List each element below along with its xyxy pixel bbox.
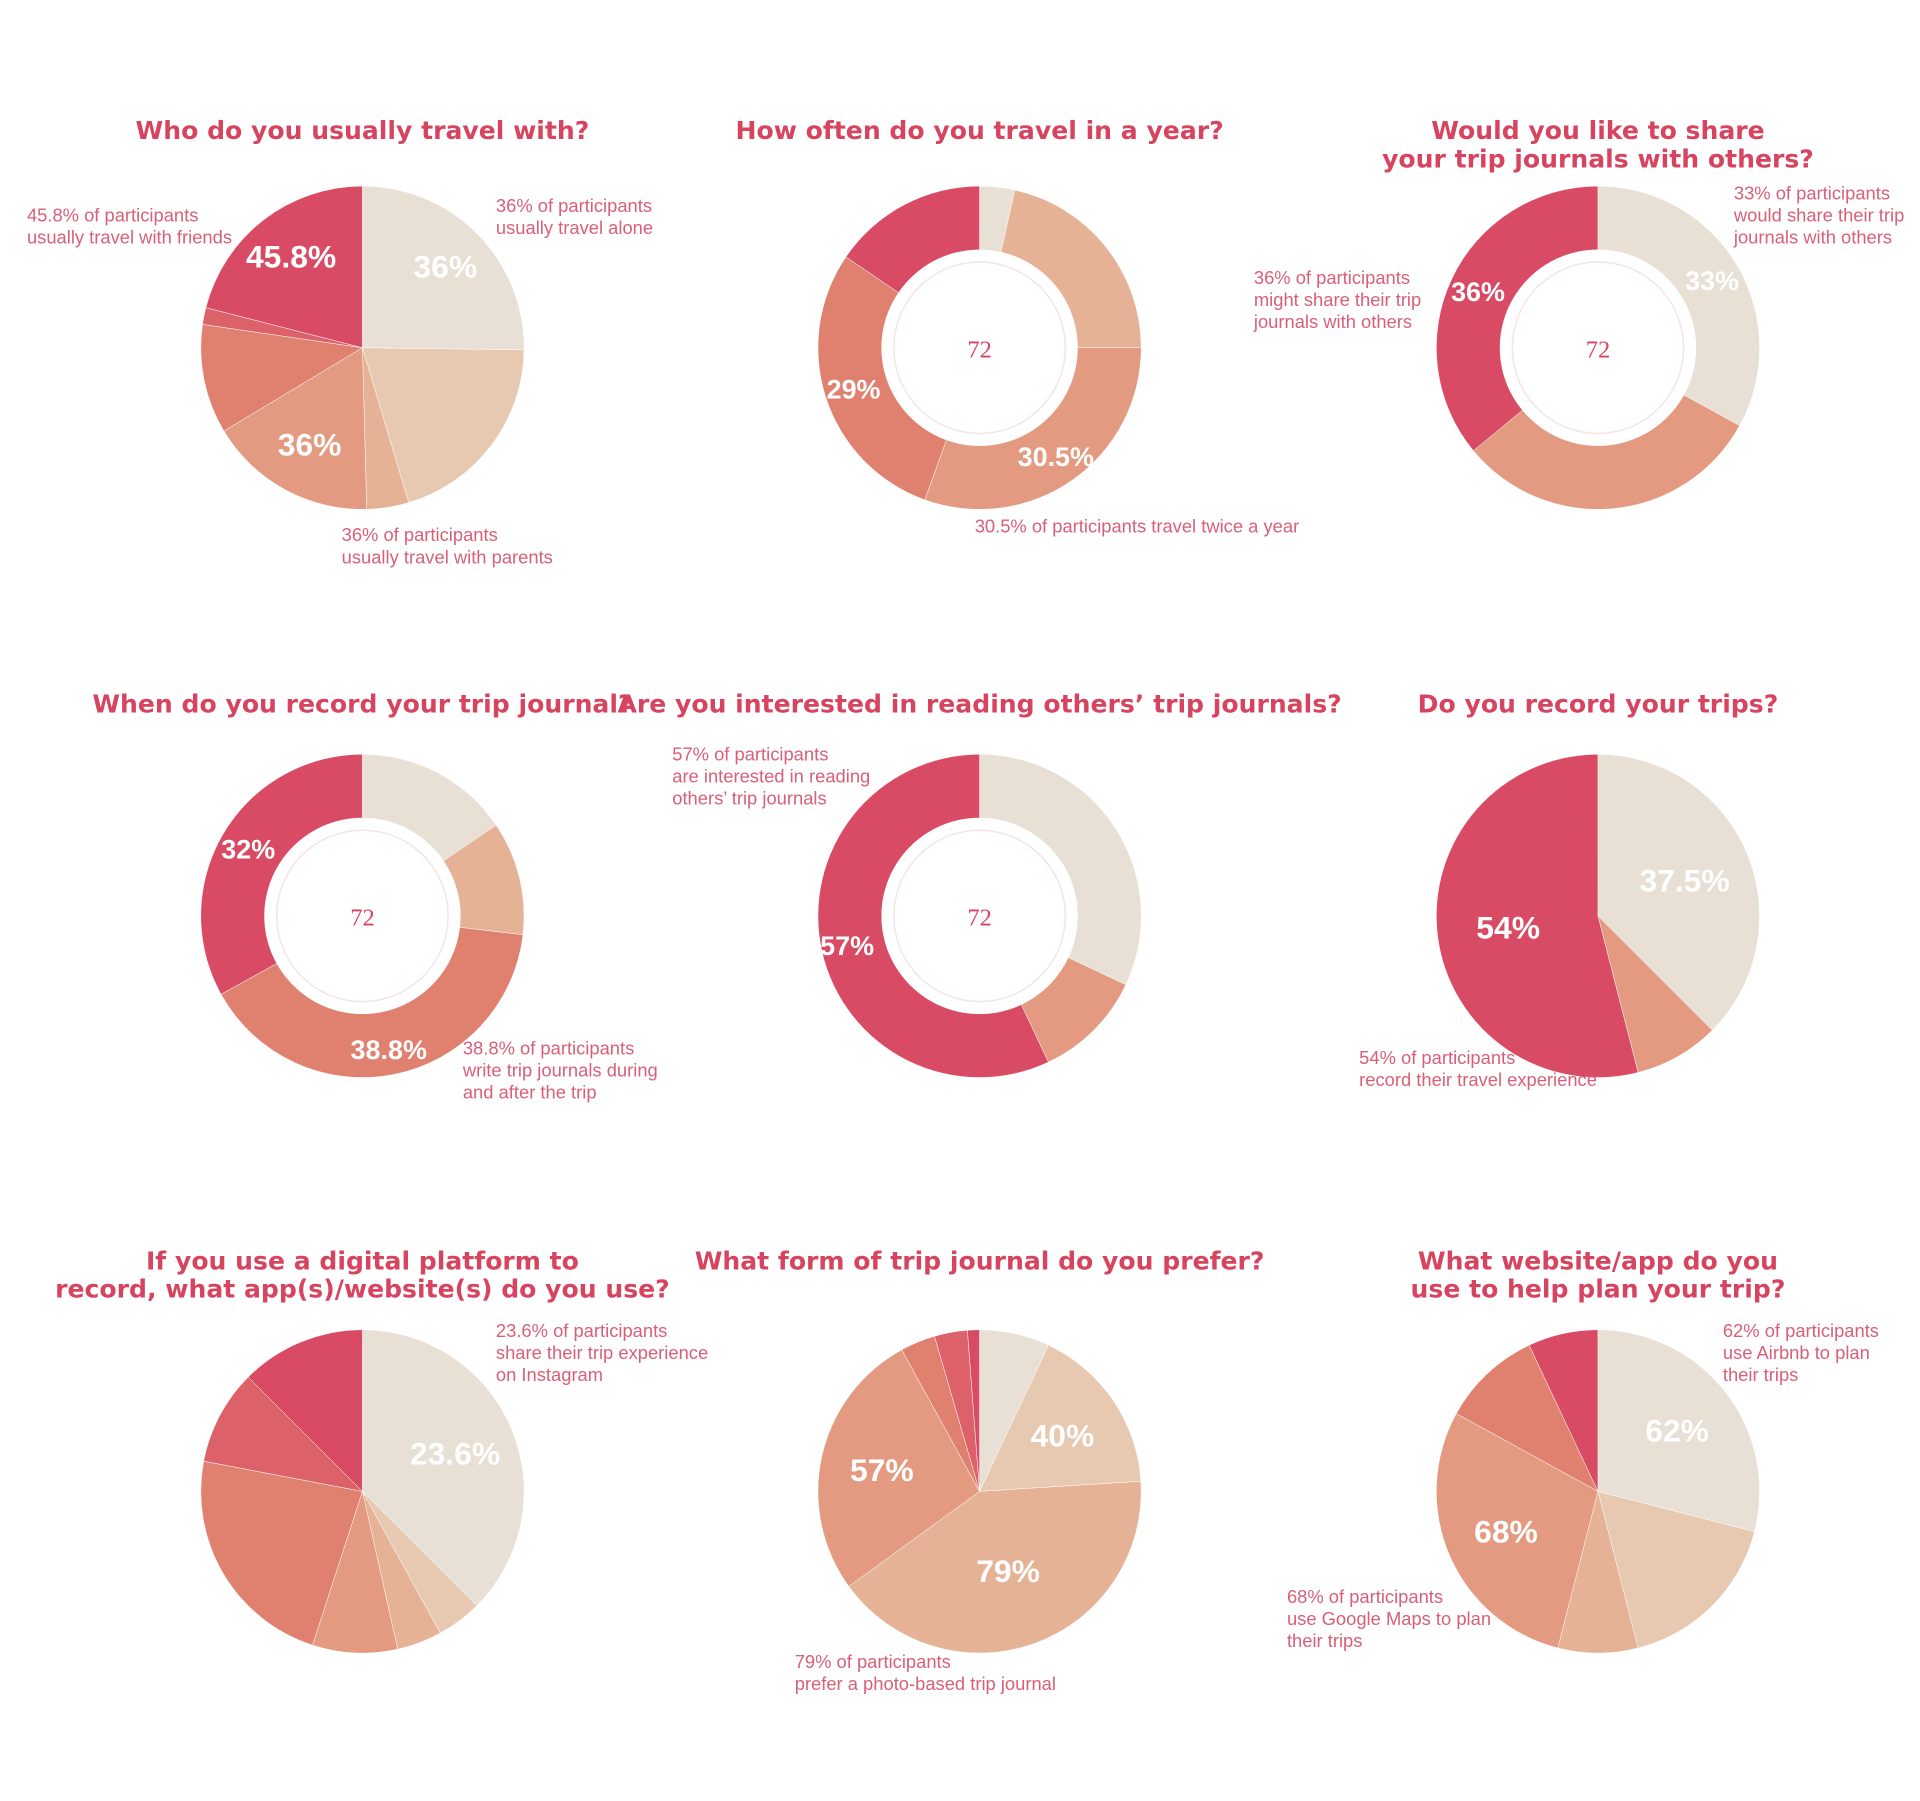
slice-percent-label: 30.5% <box>1018 442 1094 472</box>
pie-slice <box>1597 754 1760 1031</box>
pie-slice <box>312 1490 399 1654</box>
chart-title: Are you interested in reading others’ tr… <box>617 689 1341 718</box>
pie-slice <box>220 927 524 1078</box>
slice-percent-label: 40% <box>1031 1418 1095 1454</box>
donut-center-total: 72 <box>967 337 991 364</box>
pie-slice <box>848 1481 1142 1654</box>
slice-annotation: 54% of participants record their travel e… <box>1359 1047 1597 1090</box>
pie-slice <box>817 754 1049 1078</box>
pie-slice <box>979 1344 1142 1492</box>
pie-slice <box>1528 1329 1599 1492</box>
chart-6: Do you record your trips? 37.5% 54% 54% of … <box>1359 689 1778 1090</box>
pie-slice <box>1436 1413 1599 1649</box>
slice-annotation: 33% of participants would share their tri… <box>1733 183 1904 248</box>
pie-slice <box>362 347 525 503</box>
donut-center-total: 72 <box>967 905 991 932</box>
slice-percent-label: 45.8% <box>246 238 336 274</box>
pie-slice <box>247 1329 363 1493</box>
chart-title: When do you record your trip journal? <box>92 689 632 718</box>
pie-slice <box>205 185 363 349</box>
chart-title: If you use a digital platform to <box>146 1246 579 1275</box>
slice-annotation: 38.8% of participants write trip journals… <box>462 1037 658 1102</box>
donut-inner-ring <box>893 829 1067 1003</box>
slice-percent-label: 79% <box>976 1553 1040 1589</box>
pie-slice <box>223 347 367 510</box>
pie-slice <box>362 185 525 351</box>
pie-slice <box>200 754 363 995</box>
slice-percent-label: 57% <box>820 931 874 961</box>
chart-4: When do you record your trip journal? 72 3… <box>92 689 657 1102</box>
slice-percent-label: 62% <box>1645 1412 1709 1448</box>
slice-percent-label: 57% <box>850 1452 914 1488</box>
slice-annotation: 62% of participants use Airbnb to plan the… <box>1723 1320 1879 1385</box>
slice-annotation: 36% of participants usually travel alone <box>496 195 653 238</box>
pie-slice <box>817 256 947 501</box>
slice-percent-label: 37.5% <box>1639 863 1729 899</box>
slice-annotation: 23.6% of participants share their trip ex… <box>496 1320 708 1385</box>
slice-percent-label: 33% <box>1685 266 1739 296</box>
pie-slice <box>200 1460 363 1646</box>
chart-5: Are you interested in reading others’ tr… <box>617 689 1342 1078</box>
donut-center-total: 72 <box>350 905 374 932</box>
chart-title: Would you like to share <box>1431 116 1764 145</box>
slice-percent-label: 36% <box>1451 277 1505 307</box>
chart-8: What form of trip journal do you prefer?… <box>695 1246 1265 1693</box>
pie-slice <box>924 347 1142 510</box>
pie-slice <box>1597 1491 1755 1649</box>
pie-slice <box>1473 394 1740 510</box>
pie-slice <box>1000 189 1142 348</box>
chart-7: If you use a digital platform torecord, … <box>55 1246 708 1654</box>
pie-slice <box>362 1329 525 1607</box>
pie-slice <box>1597 185 1760 426</box>
pie-slice <box>817 1349 980 1587</box>
donut-inner-ring <box>275 829 449 1003</box>
pie-slice <box>1597 915 1713 1073</box>
slice-percent-label: 29% <box>827 374 881 404</box>
pie-slice <box>1436 185 1599 452</box>
slice-percent-label: 23.6% <box>410 1436 500 1472</box>
slice-percent-label: 36% <box>413 248 477 284</box>
chart-title: Who do you usually travel with? <box>136 116 590 145</box>
chart-1: Who do you usually travel with? 36% 36% 45.… <box>27 116 653 567</box>
pie-slice <box>203 1376 364 1492</box>
slice-annotation: 79% of participants prefer a photo-based … <box>795 1651 1056 1694</box>
donut-inner-ring <box>1511 261 1685 435</box>
slice-annotation: 45.8% of participants usually travel with… <box>27 205 232 248</box>
slice-percent-label: 54% <box>1476 910 1540 946</box>
chart-2: How often do you travel in a year? 72 30.5… <box>735 116 1299 536</box>
chart-title: What form of trip journal do you prefer? <box>695 1246 1265 1275</box>
pie-slice <box>1597 1329 1760 1532</box>
donut-center-total: 72 <box>1586 337 1610 364</box>
chart-title: What website/app do you <box>1418 1246 1778 1275</box>
chart-title: use to help plan your trip? <box>1411 1275 1786 1304</box>
pie-slice <box>967 1329 980 1492</box>
chart-title: your trip journals with others? <box>1382 144 1814 173</box>
slice-percent-label: 68% <box>1474 1514 1538 1550</box>
pie-slice <box>845 185 980 294</box>
chart-title: Do you record your trips? <box>1418 689 1779 718</box>
donut-inner-ring <box>893 261 1067 435</box>
slice-annotation: 36% of participants usually travel with p… <box>342 524 553 567</box>
pie-slice <box>200 324 364 432</box>
slice-annotation: 68% of participants use Google Maps to pl… <box>1287 1586 1491 1651</box>
slice-percent-label: 32% <box>221 834 275 864</box>
pie-slice <box>979 754 1142 986</box>
chart-title: record, what app(s)/website(s) do you us… <box>55 1275 670 1304</box>
pie-slice <box>1436 754 1639 1078</box>
slice-annotation: 30.5% of participants travel twice a yea… <box>975 516 1300 537</box>
slice-percent-label: 36% <box>278 427 342 463</box>
pie-slice <box>1455 1344 1599 1493</box>
slice-annotation: 36% of participants might share their tri… <box>1253 267 1421 332</box>
slice-annotation: 57% of participants are interested in rea… <box>672 743 870 808</box>
chart-title: How often do you travel in a year? <box>735 116 1223 145</box>
slice-percent-label: 38.8% <box>351 1035 427 1065</box>
